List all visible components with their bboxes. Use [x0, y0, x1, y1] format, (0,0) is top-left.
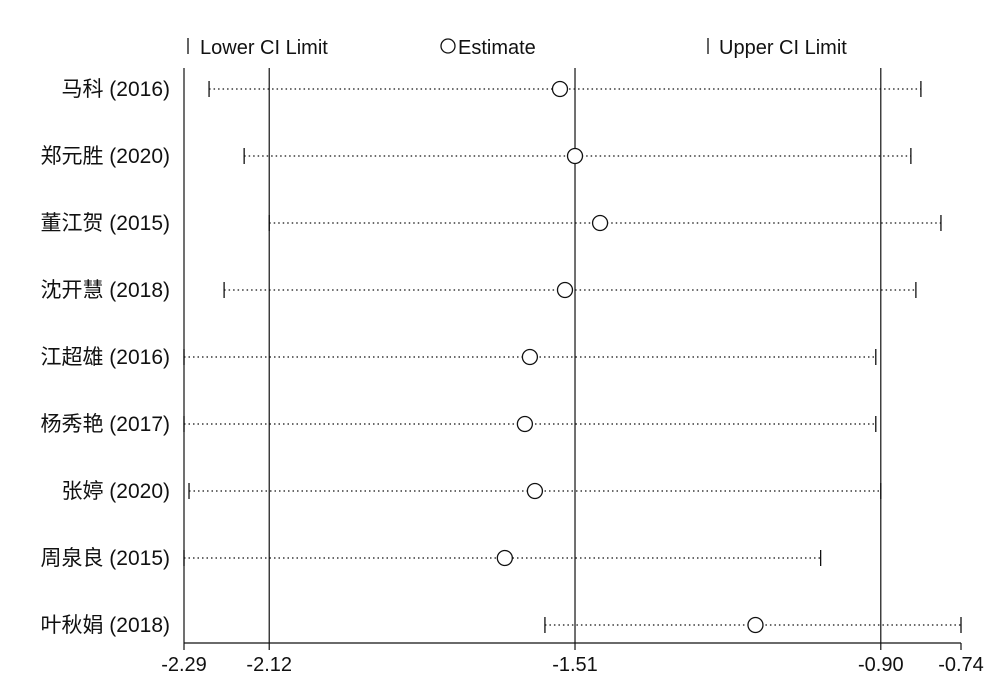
estimate-marker — [526, 482, 544, 500]
x-tick-label: -1.51 — [552, 654, 598, 676]
study-label: 杨秀艳 (2017) — [40, 413, 170, 436]
study-label: 周泉良 (2015) — [40, 547, 170, 570]
study-label: 张婷 (2020) — [61, 480, 170, 503]
study-row: 周泉良 (2015) — [40, 547, 822, 570]
study-row: 叶秋娟 (2018) — [40, 614, 962, 637]
study-row: 郑元胜 (2020) — [40, 145, 912, 168]
legend-upper-label: Upper CI Limit — [719, 37, 847, 59]
x-axis: -2.29 -2.12 -1.51 -0.90 -0.74 — [161, 642, 984, 676]
estimate-marker — [556, 281, 574, 299]
legend-lower-label: Lower CI Limit — [200, 37, 328, 59]
study-row: 张婷 (2020) — [61, 480, 882, 503]
study-label: 马科 (2016) — [61, 78, 170, 101]
x-tick-label: -2.12 — [246, 654, 292, 676]
estimate-marker — [747, 616, 764, 634]
x-tick-label: -2.29 — [161, 654, 207, 676]
estimate-marker — [496, 549, 513, 567]
legend: Lower CI Limit Estimate Upper CI Limit — [187, 37, 847, 59]
legend-estimate-marker — [440, 38, 456, 54]
estimate-marker — [516, 415, 534, 433]
estimate-marker — [566, 147, 584, 165]
study-rows: 马科 (2016) 郑元胜 (2020) 董江贺 (2015) 沈开慧 (2018) 江… — [40, 78, 962, 637]
study-label: 江超雄 (2016) — [40, 346, 170, 369]
study-row: 江超雄 (2016) — [40, 346, 877, 369]
x-tick-label: -0.74 — [938, 654, 984, 676]
estimate-marker — [521, 348, 539, 366]
estimate-marker — [551, 80, 569, 98]
study-label: 叶秋娟 (2018) — [40, 614, 170, 637]
study-label: 郑元胜 (2020) — [40, 145, 170, 168]
estimate-marker — [591, 214, 609, 232]
x-tick-label: -0.90 — [858, 654, 904, 676]
study-row: 沈开慧 (2018) — [40, 279, 917, 302]
legend-estimate-label: Estimate — [458, 37, 536, 59]
study-label: 董江贺 (2015) — [40, 212, 170, 235]
study-row: 杨秀艳 (2017) — [40, 413, 877, 436]
study-label: 沈开慧 (2018) — [40, 279, 170, 302]
study-row: 董江贺 (2015) — [40, 212, 942, 235]
study-row: 马科 (2016) — [61, 78, 922, 101]
